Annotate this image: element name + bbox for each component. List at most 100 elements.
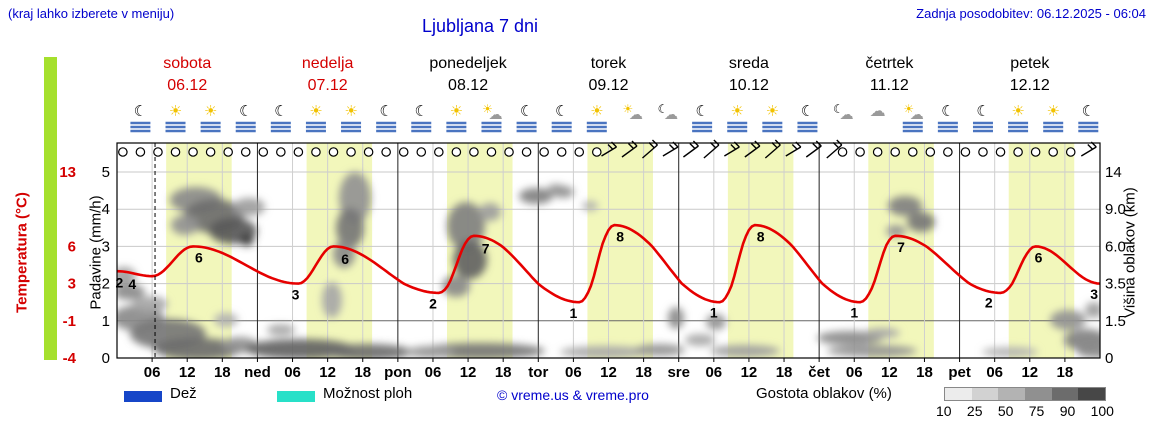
cloud-icon: ☁	[910, 107, 924, 123]
x-tick-label: 06	[565, 364, 582, 381]
precip-tick-label: 0	[102, 350, 110, 367]
density-tick-label: 50	[997, 403, 1014, 419]
precip-tick-label: 2	[102, 276, 110, 293]
moon-icon: ☾	[1082, 102, 1095, 120]
temperature-value-label: 8	[616, 229, 624, 245]
temperature-value-label: 2	[985, 294, 993, 310]
x-tick-label: pet	[948, 364, 971, 381]
temperature-value-label: 6	[1035, 250, 1043, 266]
cloud-icon: ☁	[629, 107, 643, 123]
moon-icon: ☾	[833, 102, 844, 116]
daylight-bands	[166, 143, 1075, 358]
cloud-density-legend-label: Gostota oblakov (%)	[756, 385, 892, 402]
moon-icon: ☾	[134, 102, 147, 120]
moon-icon: ☾	[801, 102, 814, 120]
cloud-icon: ☁	[840, 107, 854, 123]
day-name: sreda	[729, 55, 769, 72]
x-tick-label: 18	[776, 364, 793, 381]
x-tick-label: ned	[244, 364, 271, 381]
location-hint[interactable]: (kraj lahko izberete v meniju)	[8, 6, 175, 21]
day-name: ponedeljek	[429, 55, 507, 72]
sun-icon: ☀	[169, 102, 182, 120]
x-tick-label: 06	[284, 364, 301, 381]
x-tick-label: tor	[528, 364, 548, 381]
moon-icon: ☾	[520, 102, 533, 120]
x-tick-label: čet	[808, 364, 830, 381]
temperature-value-label: 7	[897, 239, 905, 255]
density-segment	[998, 388, 1026, 400]
temp-tick-label: 13	[59, 164, 76, 181]
x-tick-label: 06	[846, 364, 863, 381]
sun-icon: ☀	[344, 102, 357, 120]
temperature-value-label: 3	[292, 287, 300, 303]
day-date: 09.12	[588, 77, 628, 94]
rain-legend-swatch	[124, 391, 162, 402]
density-segment	[945, 388, 972, 400]
x-tick-label: 12	[600, 364, 617, 381]
moon-icon: ☾	[274, 102, 287, 120]
x-tick-label: 18	[1057, 364, 1074, 381]
temperature-value-label: 7	[482, 241, 490, 257]
temperature-value-label: 6	[195, 250, 203, 266]
temperature-value-label: 1	[569, 305, 577, 321]
x-tick-label: 18	[495, 364, 512, 381]
cloud-tick-label: 14	[1105, 164, 1122, 181]
cloud-tick-label: 0	[1105, 350, 1113, 367]
showers-legend-label: Možnost ploh	[323, 385, 413, 402]
temp-tick-label: -4	[63, 350, 77, 367]
temp-tick-label: 3	[68, 276, 76, 293]
sun-icon: ☀	[309, 102, 322, 120]
temperature-value-label: 4	[128, 276, 136, 292]
x-tick-label: 18	[916, 364, 933, 381]
moon-icon: ☾	[555, 102, 568, 120]
temp-tick-label: 6	[68, 238, 76, 255]
temperature-value-label: 6	[341, 251, 349, 267]
temperature-line	[117, 223, 1100, 304]
day-date: 12.12	[1010, 77, 1050, 94]
x-tick-label: 06	[144, 364, 161, 381]
density-tick-label: 10	[936, 403, 952, 419]
day-name: sobota	[163, 55, 211, 72]
density-segment	[1025, 388, 1052, 400]
sun-icon: ☀	[903, 102, 914, 116]
cloud-icon: ☁	[870, 101, 886, 120]
copyright-link[interactable]: © vreme.us & vreme.pro	[497, 387, 649, 403]
day-name: nedelja	[302, 55, 354, 72]
temperature-value-label: 2	[115, 274, 123, 290]
x-tick-label: sre	[667, 364, 690, 381]
sun-icon: ☀	[730, 102, 743, 120]
sun-icon: ☀	[1046, 102, 1059, 120]
density-segment	[1078, 388, 1106, 400]
day-date: 07.12	[308, 77, 348, 94]
page-title: Ljubljana 7 dni	[421, 16, 539, 36]
moon-icon: ☾	[941, 102, 954, 120]
sun-icon: ☀	[766, 102, 779, 120]
day-name: petek	[1010, 55, 1050, 72]
sun-icon: ☀	[590, 102, 603, 120]
sun-icon: ☀	[1011, 102, 1024, 120]
precip-tick-label: 3	[102, 238, 110, 255]
day-name: četrtek	[865, 55, 914, 72]
x-tick-label: pon	[384, 364, 412, 381]
density-tick-label: 100	[1090, 403, 1114, 419]
temperature-value-label: 1	[850, 305, 858, 321]
moon-icon: ☾	[415, 102, 428, 120]
x-tick-label: 06	[986, 364, 1003, 381]
cloud-tick-label: 6.0	[1105, 238, 1126, 255]
cloud-density-tick-labels: 10 25 50 75 90 100	[936, 403, 1114, 419]
cloud-tick-label: 3.5	[1105, 276, 1126, 293]
moon-icon: ☾	[658, 102, 669, 116]
moon-icon: ☾	[239, 102, 252, 120]
x-tick-label: 12	[881, 364, 898, 381]
precip-tick-label: 1	[102, 313, 110, 330]
density-segment	[1051, 388, 1079, 400]
sun-icon: ☀	[623, 102, 634, 116]
temperature-value-label: 8	[757, 229, 765, 245]
cloud-density-gradient-bar	[944, 387, 1106, 401]
weather-icons: ☾ ☀ ☀ ☾ ☾ ☀ ☀ ☾ ☾ ☀ ☀☁ ☾ ☾ ☀ ☀☁ ☾☁ ☾ ☀ ☀ ☾ ☾☁ ☁ ☀☁ ☾ ☾ ☀ ☀ ☾	[130, 101, 1099, 133]
temp-tick-label: -1	[63, 313, 76, 330]
x-tick-label: 18	[214, 364, 231, 381]
day-date: 11.12	[870, 77, 909, 94]
cloud-tick-label: 9.0	[1105, 201, 1126, 218]
